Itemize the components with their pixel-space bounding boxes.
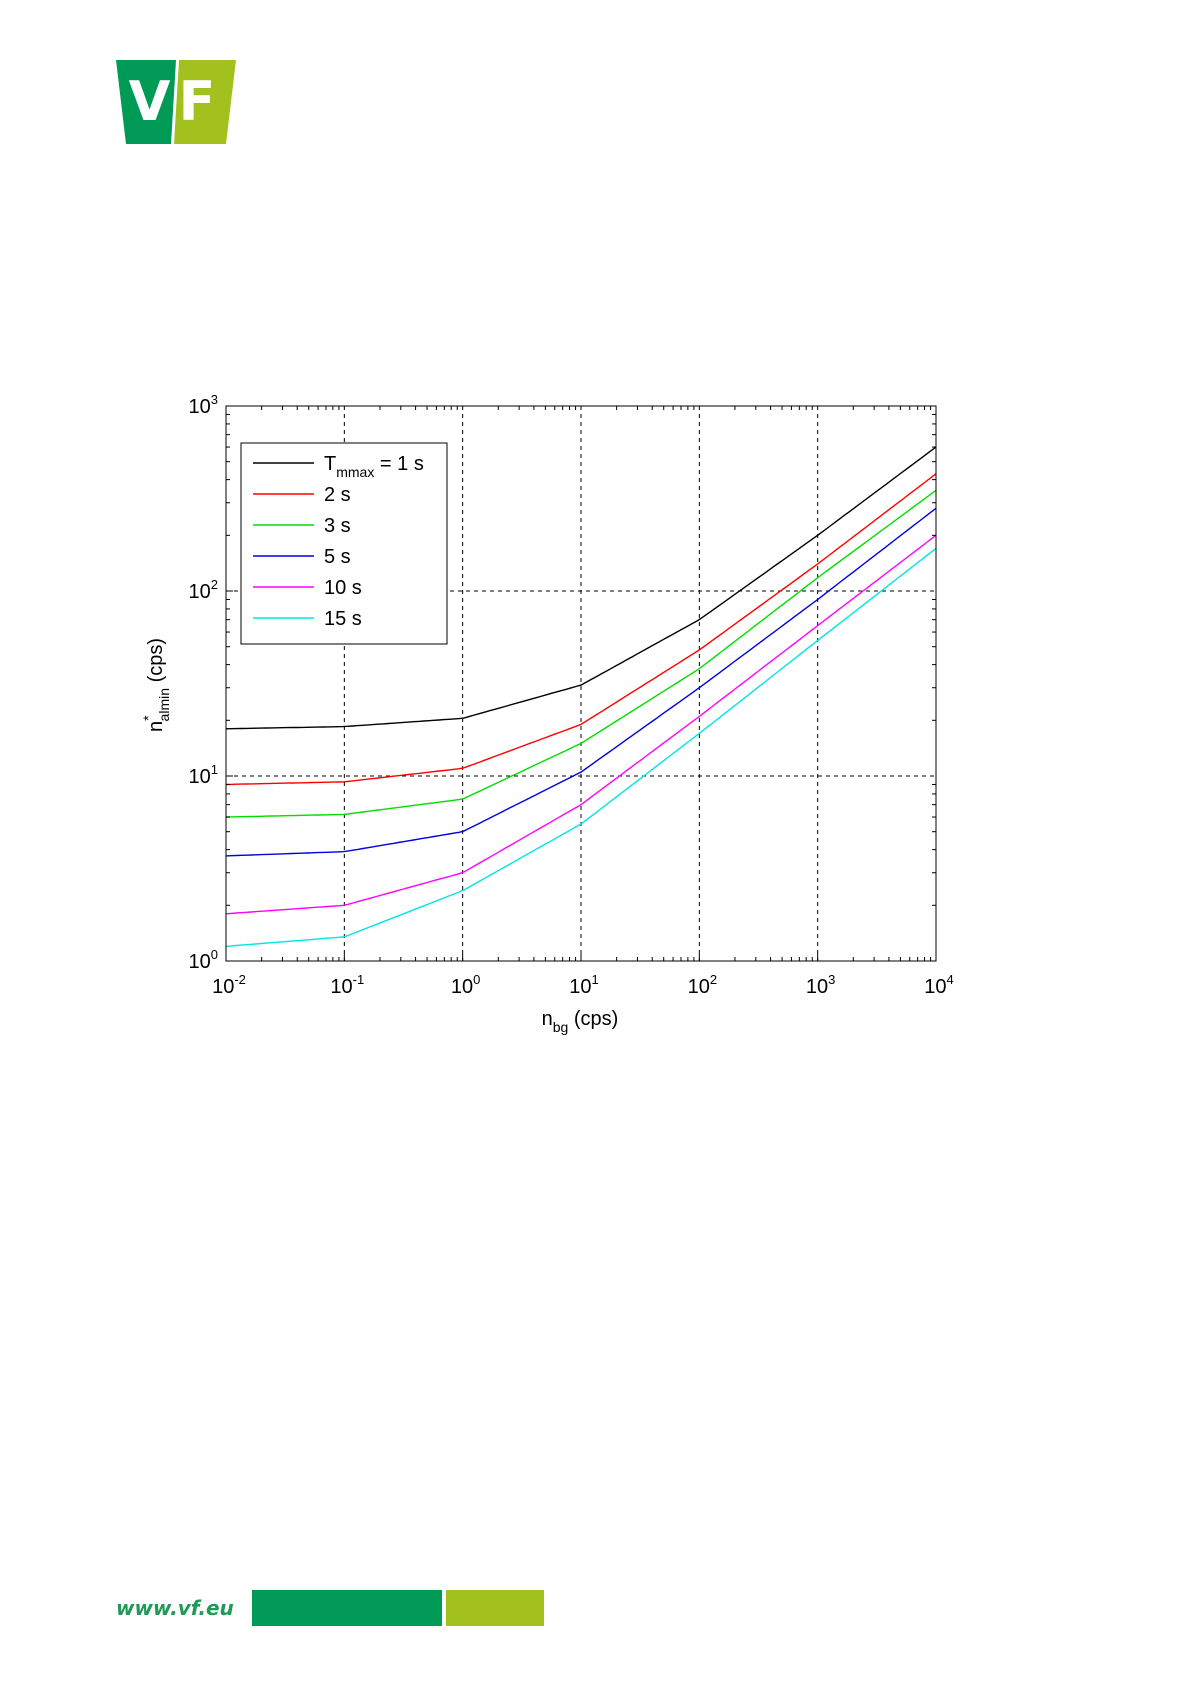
y-tick-label: 102 xyxy=(189,577,218,603)
x-tick-label: 100 xyxy=(451,972,480,998)
y-tick-label: 100 xyxy=(189,947,218,973)
series-line xyxy=(225,473,937,786)
legend-label: 5 s xyxy=(324,546,351,568)
axis-ticks xyxy=(225,405,937,962)
chart: 10-2 10-1 100 101 102 103 104 100 101 102 103 nbg … xyxy=(140,392,954,1035)
legend: Tmmax = 1 s 2 s 3 s 5 s 10 s 15 s xyxy=(240,442,448,645)
vf-logo: VF xyxy=(116,60,236,144)
x-tick-label: 10-2 xyxy=(212,972,246,998)
legend-box xyxy=(240,442,448,645)
x-tick-label: 103 xyxy=(806,972,835,998)
x-tick-label: 101 xyxy=(569,972,598,998)
series-lines xyxy=(225,446,937,948)
series-line xyxy=(225,534,937,915)
series-line xyxy=(225,489,937,818)
grid-lines xyxy=(226,406,936,961)
footer-lime-bar xyxy=(446,1590,544,1626)
y-axis-label: n*almin (cps) xyxy=(140,638,172,732)
legend-label: 3 s xyxy=(324,515,351,537)
x-tick-label: 102 xyxy=(688,972,717,998)
series-line xyxy=(225,446,937,730)
y-tick-label: 103 xyxy=(189,392,218,418)
footer-website-url[interactable]: www.vf.eu xyxy=(116,1596,234,1620)
logo-letters: VF xyxy=(129,70,224,133)
legend-label: Tmmax = 1 s xyxy=(324,453,424,480)
series-line xyxy=(225,547,937,948)
x-tick-label: 104 xyxy=(924,972,953,998)
y-tick-label: 101 xyxy=(189,762,218,788)
legend-label: 2 s xyxy=(324,484,351,506)
x-axis-label: nbg (cps) xyxy=(542,1008,619,1035)
series-line xyxy=(225,507,937,857)
x-tick-label: 10-1 xyxy=(330,972,364,998)
logo-lime-shape xyxy=(174,60,236,144)
footer-green-bar xyxy=(252,1590,442,1626)
logo-green-shape xyxy=(116,60,176,144)
legend-label: 10 s xyxy=(324,577,362,599)
legend-label: 15 s xyxy=(324,608,362,630)
tick-labels: 10-2 10-1 100 101 102 103 104 100 101 102 103 xyxy=(189,392,954,998)
